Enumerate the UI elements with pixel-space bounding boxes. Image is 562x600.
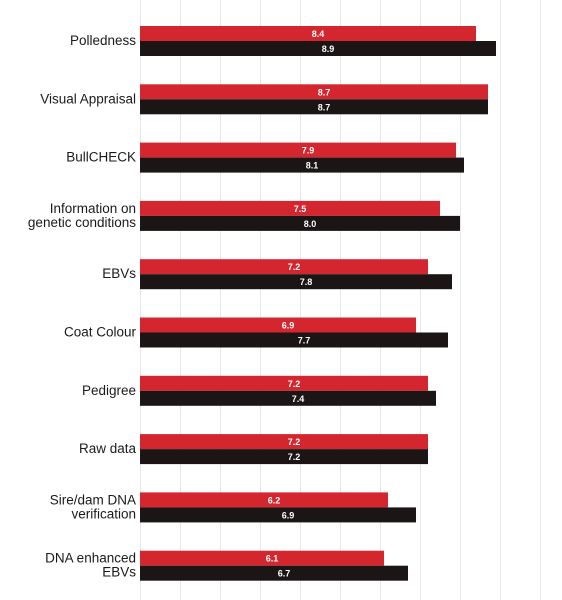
- bar-series-2: [140, 99, 488, 115]
- bars: 8.48.98.78.77.98.17.58.07.27.86.97.77.27…: [140, 26, 496, 581]
- bar-series-1: [140, 375, 428, 391]
- category-label-line: Pedigree: [82, 383, 136, 398]
- category-label-line: Coat Colour: [64, 325, 137, 340]
- bar-series-1: [140, 142, 456, 158]
- data-label: 7.2: [288, 452, 301, 462]
- category-label-line: Visual Appraisal: [40, 91, 136, 106]
- data-label: 7.4: [292, 394, 305, 404]
- bar-series-2: [140, 41, 496, 56]
- category-label: Sire/dam DNA verification: [50, 492, 136, 521]
- bar-series-2: [140, 332, 448, 348]
- bar-series-2: [140, 157, 464, 173]
- bar-series-2: [140, 565, 408, 581]
- bar-series-1: [140, 26, 476, 41]
- category-labels: Polledness Visual Appraisal BullCHECK Infor…: [28, 33, 137, 580]
- data-label: 6.9: [282, 321, 295, 331]
- category-label-line: Information on: [50, 201, 136, 216]
- data-label: 8.0: [304, 219, 317, 229]
- category-label: BullCHECK: [66, 150, 136, 165]
- data-label: 7.2: [288, 437, 301, 447]
- category-label-line: genetic conditions: [28, 215, 136, 230]
- data-label: 7.8: [300, 277, 313, 287]
- bar-series-1: [140, 200, 440, 216]
- data-label: 7.7: [298, 336, 311, 346]
- bar-series-1: [140, 550, 384, 566]
- data-label: 6.1: [266, 554, 279, 564]
- category-label-line: Raw data: [79, 441, 137, 456]
- data-label: 7.5: [294, 204, 307, 214]
- bar-series-1: [140, 317, 416, 333]
- data-label: 7.2: [288, 379, 301, 389]
- data-label: 8.9: [322, 44, 335, 54]
- category-label: Visual Appraisal: [40, 91, 136, 106]
- bar-series-1: [140, 434, 428, 450]
- bar-series-2: [140, 274, 452, 290]
- category-label-line: verification: [71, 506, 136, 521]
- category-label: DNA enhanced EBVs: [45, 551, 136, 580]
- category-label-line: DNA enhanced: [45, 551, 136, 566]
- category-label-line: Sire/dam DNA: [50, 492, 136, 507]
- bar-series-2: [140, 215, 460, 231]
- data-label: 7.2: [288, 262, 301, 272]
- category-label: EBVs: [102, 266, 136, 281]
- data-label: 8.7: [318, 87, 331, 97]
- bar-series-1: [140, 259, 428, 275]
- category-label: Polledness: [70, 33, 136, 48]
- data-label: 8.7: [318, 102, 331, 112]
- bar-series-2: [140, 390, 436, 406]
- category-label: Raw data: [79, 441, 137, 456]
- category-label: Information on genetic conditions: [28, 201, 136, 230]
- bar-series-2: [140, 507, 416, 523]
- bar-series-1: [140, 84, 488, 100]
- category-label-line: Polledness: [70, 33, 136, 48]
- data-label: 8.1: [306, 161, 319, 171]
- category-label: Pedigree: [82, 383, 136, 398]
- bar-series-2: [140, 449, 428, 465]
- data-label: 8.4: [312, 29, 325, 39]
- category-label-line: BullCHECK: [66, 150, 136, 165]
- category-label: Coat Colour: [64, 325, 137, 340]
- category-label-line: EBVs: [102, 565, 136, 580]
- data-label: 6.2: [268, 495, 281, 505]
- data-label: 6.7: [278, 569, 291, 579]
- data-label: 7.9: [302, 146, 315, 156]
- data-label: 6.9: [282, 510, 295, 520]
- category-label-line: EBVs: [102, 266, 136, 281]
- bar-series-1: [140, 492, 388, 508]
